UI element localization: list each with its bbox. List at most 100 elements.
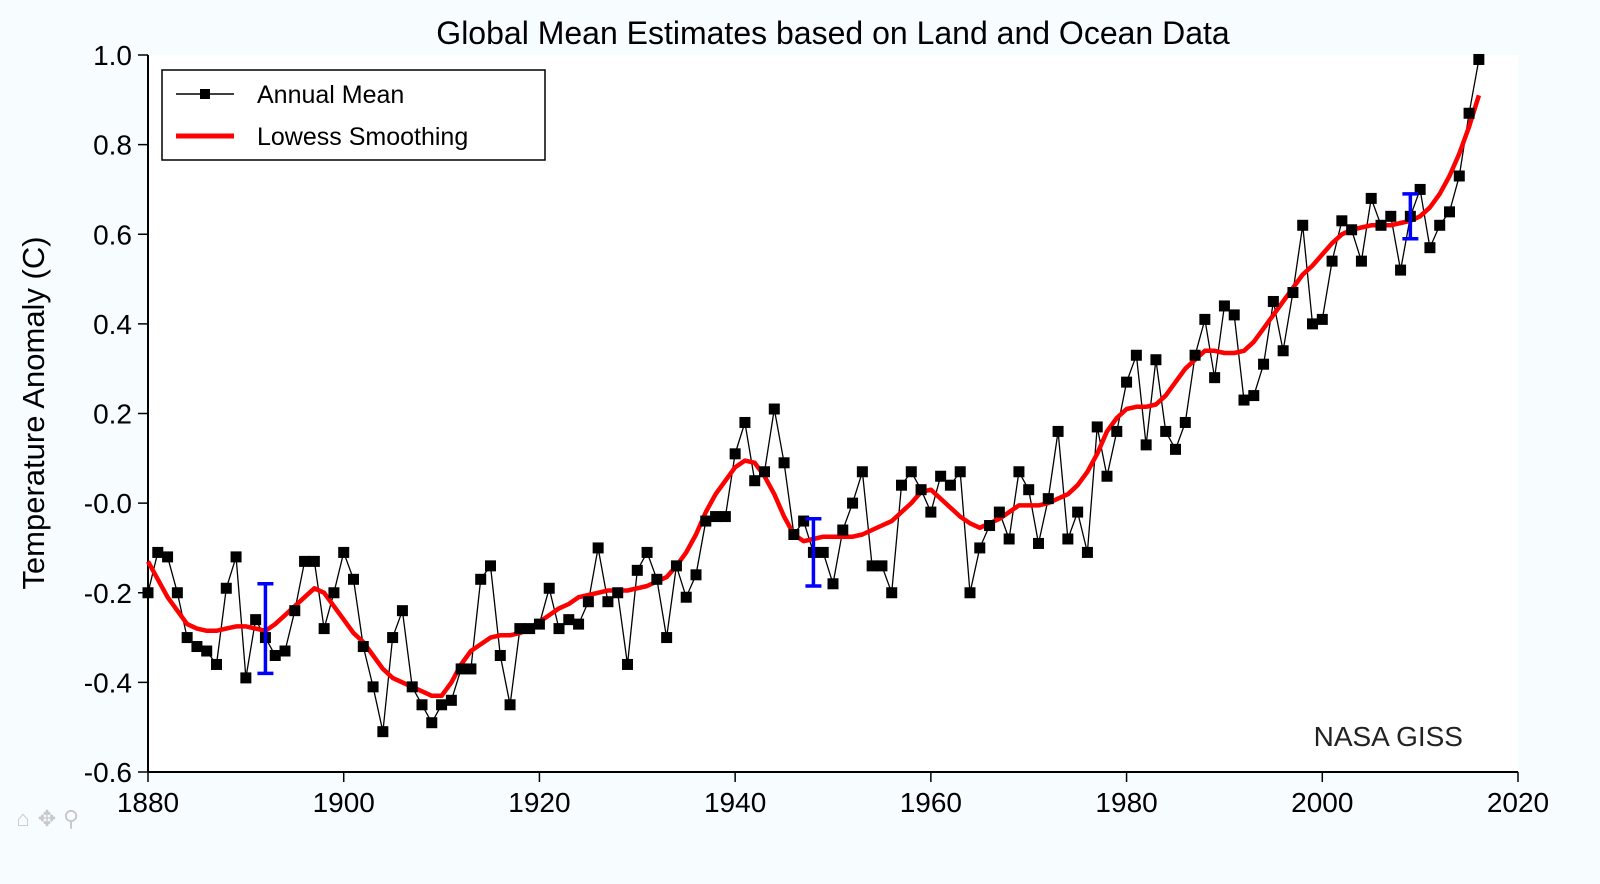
annual-mean-point	[142, 587, 154, 599]
annual-mean-point	[289, 605, 301, 617]
annual-mean-point	[308, 555, 320, 567]
y-tick-label: -0.0	[84, 488, 132, 519]
annual-mean-point	[328, 587, 340, 599]
annual-mean-point	[1375, 219, 1387, 231]
annual-mean-point	[719, 511, 731, 523]
annual-mean-point	[357, 641, 369, 653]
uncertainty-error-bar	[1402, 192, 1419, 241]
annual-mean-point	[377, 726, 389, 738]
annual-mean-point	[211, 658, 222, 670]
annual-mean-point	[1042, 493, 1054, 505]
annual-mean-point	[778, 457, 790, 469]
annual-mean-point	[162, 551, 174, 563]
legend-annual-label: Annual Mean	[257, 81, 404, 109]
y-tick-label: 0.8	[93, 130, 132, 161]
annual-mean-point	[641, 546, 653, 558]
annual-mean-point	[759, 466, 770, 478]
x-tick-label: 1940	[704, 787, 766, 818]
annual-mean-point	[817, 546, 829, 558]
annual-mean-point	[1434, 219, 1446, 231]
annual-mean-point	[837, 524, 849, 536]
annual-mean-point	[553, 623, 565, 635]
annual-mean-point	[905, 466, 917, 478]
pan-icon[interactable]: ✥	[37, 806, 57, 831]
annual-mean-point	[1365, 192, 1377, 204]
annual-mean-point	[954, 466, 966, 478]
annual-mean-point	[876, 560, 888, 572]
home-icon[interactable]: ⌂	[16, 806, 30, 831]
annual-mean-point	[710, 511, 722, 523]
annual-mean-point	[739, 416, 751, 428]
annual-mean-point	[1150, 354, 1162, 366]
annual-mean-point	[1170, 443, 1181, 455]
annual-mean-point	[240, 672, 252, 684]
annual-mean-point	[533, 618, 545, 630]
chart-title: Global Mean Estimates based on Land and …	[436, 15, 1230, 51]
annual-mean-point	[1248, 390, 1260, 402]
annual-mean-point	[1003, 533, 1015, 545]
annual-mean-point	[563, 614, 575, 626]
annual-mean-point	[935, 470, 947, 482]
annual-mean-point	[201, 645, 213, 657]
annual-mean-point	[485, 560, 496, 572]
annual-mean-point	[1385, 210, 1397, 222]
annual-mean-point	[181, 632, 193, 644]
annual-mean-point	[1209, 372, 1221, 384]
plot-marks	[142, 53, 1485, 738]
annual-mean-point	[700, 515, 712, 527]
annual-mean-point	[670, 560, 682, 572]
annual-mean-point	[475, 573, 487, 585]
annual-mean-point	[1218, 300, 1230, 312]
annual-mean-point	[622, 658, 633, 670]
x-tick-label: 2000	[1291, 787, 1353, 818]
annual-mean-point	[1463, 107, 1475, 119]
annual-mean-point	[494, 649, 506, 661]
annual-mean-point	[1052, 425, 1064, 437]
y-tick-label: -0.6	[84, 757, 132, 788]
annual-mean-point	[1013, 466, 1025, 478]
annual-mean-point	[1121, 376, 1133, 388]
y-tick-label: -0.2	[84, 578, 132, 609]
annual-mean-point	[1130, 349, 1142, 361]
annual-mean-point	[729, 448, 741, 460]
annual-mean-point	[944, 479, 956, 491]
annual-mean-point	[152, 546, 164, 558]
nasa-giss-annotation: NASA GISS	[1314, 721, 1463, 752]
annual-mean-point	[602, 596, 614, 608]
annual-mean-point	[1091, 421, 1103, 433]
annual-mean-point	[1346, 224, 1358, 236]
annual-mean-point	[925, 506, 937, 518]
legend-annual-marker	[200, 89, 210, 99]
y-tick-label: 0.2	[93, 399, 132, 430]
annual-mean-point	[1326, 255, 1338, 267]
annual-mean-point	[1228, 309, 1240, 321]
annual-mean-point	[690, 569, 702, 581]
annual-mean-point	[886, 587, 898, 599]
annual-mean-point	[1258, 358, 1270, 370]
annual-mean-point	[788, 528, 800, 540]
annual-mean-point	[348, 573, 359, 585]
annual-mean-point	[1473, 53, 1485, 65]
annual-mean-point	[1023, 484, 1035, 496]
y-tick-label: 1.0	[93, 40, 132, 71]
annual-mean-point	[1189, 349, 1201, 361]
annual-mean-point	[279, 645, 291, 657]
y-tick-label: 0.6	[93, 219, 132, 250]
annual-mean-point	[1267, 295, 1279, 307]
annual-mean-point	[426, 717, 438, 729]
annual-mean-point	[387, 632, 399, 644]
annual-mean-point	[1287, 287, 1299, 299]
zoom-icon[interactable]: ⚲	[62, 806, 80, 831]
annual-mean-point	[1033, 537, 1044, 549]
plot-area	[148, 55, 1518, 772]
annual-mean-point	[768, 403, 780, 415]
annual-mean-point	[964, 587, 976, 599]
annual-mean-point	[1395, 264, 1407, 276]
annual-mean-point	[220, 582, 232, 594]
annual-mean-point	[171, 587, 183, 599]
annual-mean-point	[612, 587, 624, 599]
annual-mean-point	[406, 681, 418, 693]
annual-mean-point	[1453, 170, 1465, 182]
annual-mean-point	[1140, 439, 1152, 451]
annual-mean-point	[269, 649, 281, 661]
